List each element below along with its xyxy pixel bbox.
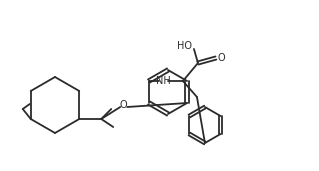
- Text: O: O: [217, 53, 225, 63]
- Text: O: O: [119, 100, 127, 110]
- Text: NH: NH: [156, 76, 170, 86]
- Text: HO: HO: [177, 41, 192, 51]
